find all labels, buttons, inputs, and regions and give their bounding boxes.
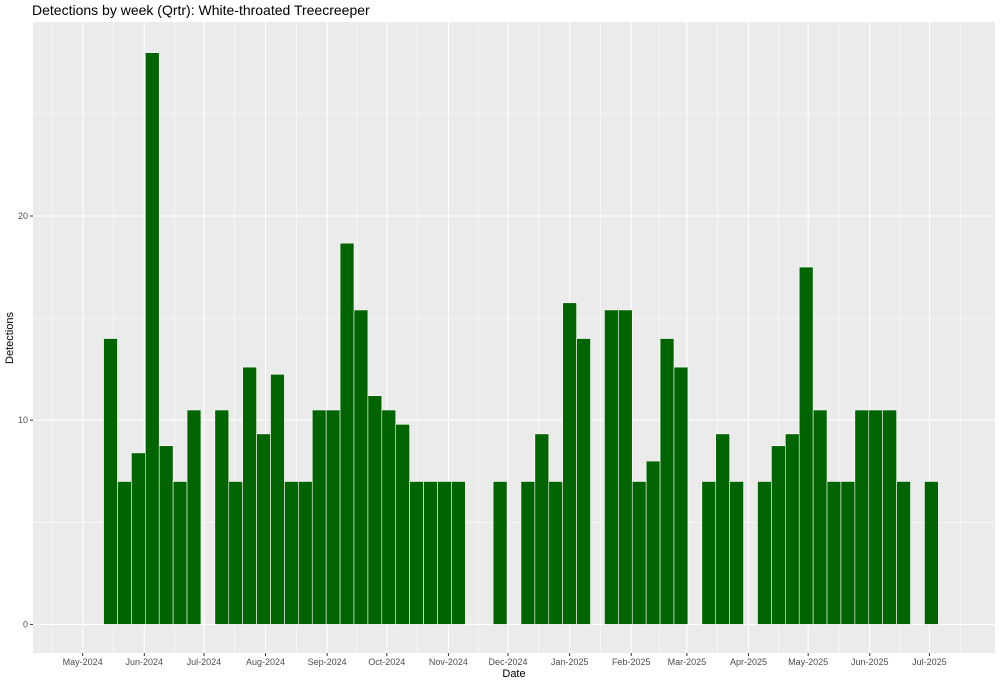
- bar: [771, 445, 786, 625]
- bar: [882, 409, 897, 625]
- x-tick-label: Nov-2024: [429, 657, 468, 667]
- bar: [172, 481, 188, 625]
- y-tick-label: 20: [18, 211, 28, 221]
- bar: [256, 433, 271, 625]
- bar: [826, 481, 842, 625]
- x-axis-title: Date: [502, 668, 525, 680]
- bar: [576, 338, 591, 625]
- bar: [840, 481, 856, 625]
- bar: [311, 409, 327, 625]
- bar: [631, 481, 647, 625]
- bar: [492, 481, 508, 625]
- bar: [298, 481, 313, 625]
- x-tick-label: Sep-2024: [308, 657, 347, 667]
- x-tick-label: Feb-2025: [612, 657, 651, 667]
- bar: [562, 302, 577, 625]
- bar: [144, 52, 160, 625]
- y-tick-label: 0: [23, 619, 28, 629]
- bar: [409, 481, 424, 625]
- bar: [423, 481, 438, 625]
- x-tick-label: Jan-2025: [551, 657, 589, 667]
- bar: [604, 309, 619, 625]
- bar: [339, 242, 355, 625]
- x-tick-label: Dec-2024: [489, 657, 528, 667]
- bar: [868, 409, 884, 625]
- bar: [270, 373, 285, 625]
- bar: [896, 481, 911, 625]
- x-axis: May-2024 Jun-2024 Jul-2024 Aug-2024 Sep-2024…: [63, 653, 947, 667]
- x-tick-label: Apr-2025: [730, 657, 767, 667]
- bar: [214, 409, 230, 625]
- x-tick-label: May-2025: [788, 657, 828, 667]
- x-tick-label: Jul-2024: [187, 657, 222, 667]
- bar: [117, 481, 132, 625]
- bar: [659, 338, 675, 625]
- bar: [381, 409, 397, 625]
- bar: [520, 481, 536, 625]
- x-tick-label: Jun-2024: [126, 657, 164, 667]
- bar: [284, 481, 299, 625]
- chart-title: Detections by week (Qrtr): White-throate…: [32, 2, 370, 18]
- bar: [645, 460, 661, 625]
- y-axis-title: Detections: [4, 312, 16, 364]
- bar: [353, 309, 369, 625]
- bar: [158, 445, 174, 625]
- bar: [451, 481, 466, 625]
- x-tick-label: Jun-2025: [851, 657, 889, 667]
- x-tick-label: Aug-2024: [246, 657, 285, 667]
- x-tick-label: May-2024: [63, 657, 103, 667]
- bar: [367, 395, 383, 625]
- y-tick-label: 10: [18, 415, 28, 425]
- x-tick-label: Mar-2025: [668, 657, 707, 667]
- x-tick-label: Jul-2025: [912, 657, 947, 667]
- bar: [242, 366, 257, 625]
- bar: [798, 266, 814, 625]
- bar: [186, 409, 202, 625]
- bar: [228, 481, 243, 625]
- bar: [534, 433, 550, 625]
- bar: [131, 452, 146, 625]
- bar: [548, 481, 563, 625]
- bar: [715, 433, 730, 625]
- bar: [437, 481, 452, 625]
- bar: [729, 481, 744, 625]
- bar: [701, 481, 717, 625]
- bar: [673, 366, 689, 625]
- bar: [854, 409, 870, 625]
- bar: [618, 309, 633, 625]
- bar: [757, 481, 772, 625]
- bar: [395, 423, 410, 625]
- x-tick-label: Oct-2024: [368, 657, 405, 667]
- bar: [924, 481, 939, 625]
- bar: [325, 409, 341, 625]
- bar: [103, 338, 118, 625]
- y-axis: 0 10 20: [18, 211, 33, 629]
- bar: [785, 433, 800, 625]
- bars: [103, 52, 939, 625]
- bar: [812, 409, 828, 625]
